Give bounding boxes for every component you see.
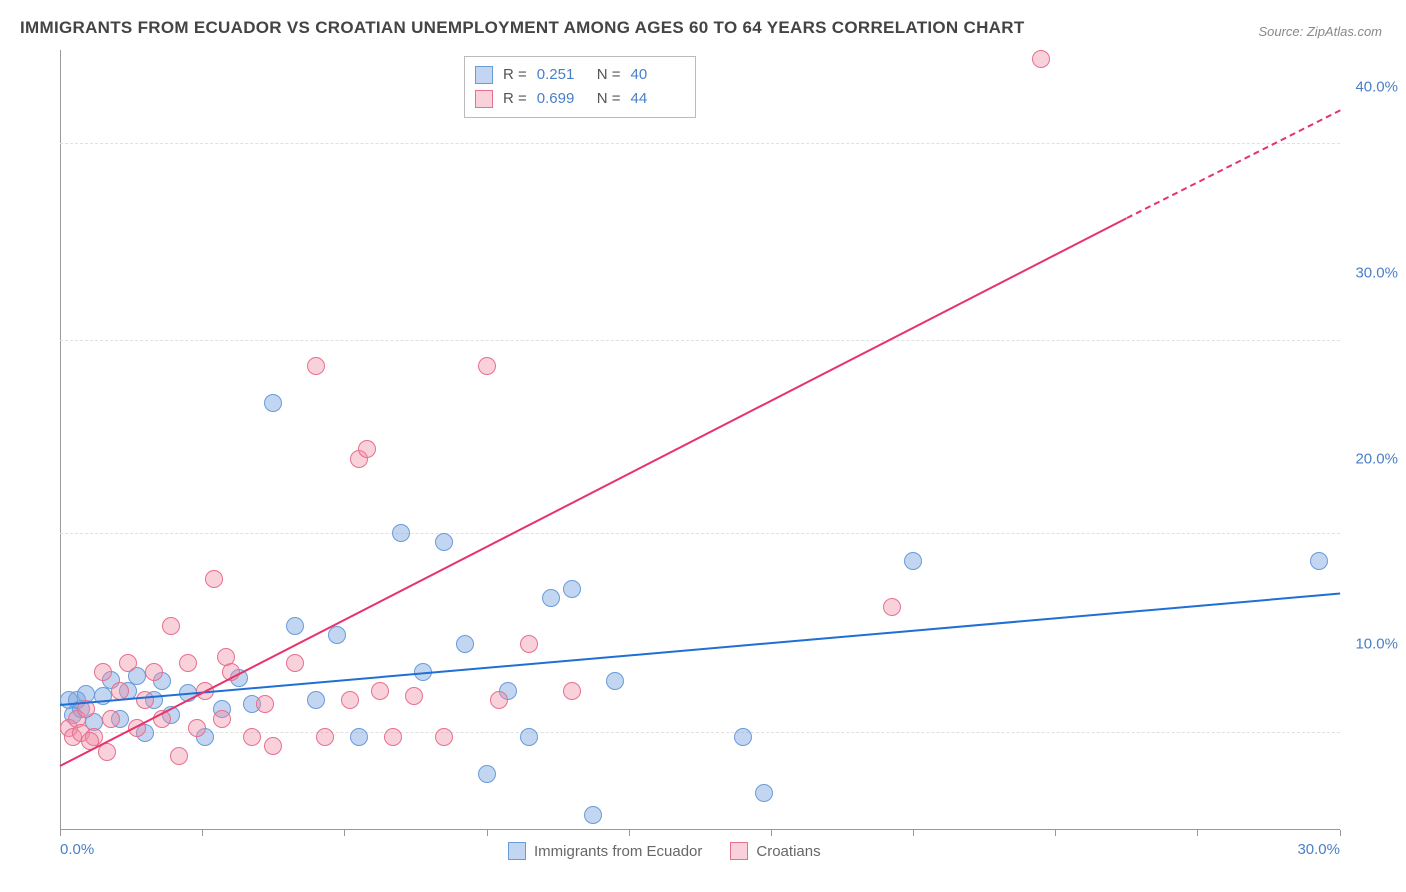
data-point [256, 695, 274, 713]
r-label: R = [503, 87, 527, 111]
data-point [520, 728, 538, 746]
data-point [520, 635, 538, 653]
data-point [563, 682, 581, 700]
data-point [606, 672, 624, 690]
x-tick [344, 830, 345, 836]
data-point [179, 654, 197, 672]
data-point [358, 440, 376, 458]
data-point [264, 394, 282, 412]
y-tick-label: 10.0% [1355, 636, 1398, 653]
data-point [213, 710, 231, 728]
legend-swatch [475, 90, 493, 108]
legend-swatch [730, 842, 748, 860]
x-tick [1055, 830, 1056, 836]
x-tick [771, 830, 772, 836]
data-point [188, 719, 206, 737]
bottom-legend: Immigrants from Ecuador Croatians [508, 842, 821, 860]
gridline-h [60, 340, 1340, 341]
n-value: 44 [631, 87, 681, 111]
data-point [307, 691, 325, 709]
data-point [264, 737, 282, 755]
x-tick [487, 830, 488, 836]
data-point [111, 682, 129, 700]
data-point [490, 691, 508, 709]
data-point [307, 357, 325, 375]
data-point [435, 533, 453, 551]
data-point [350, 728, 368, 746]
r-label: R = [503, 63, 527, 87]
data-point [883, 598, 901, 616]
trend-line [1126, 110, 1340, 219]
y-tick-label: 30.0% [1355, 264, 1398, 281]
data-point [243, 728, 261, 746]
data-point [392, 524, 410, 542]
n-value: 40 [631, 63, 681, 87]
data-point [341, 691, 359, 709]
data-point [405, 687, 423, 705]
data-point [435, 728, 453, 746]
x-tick [60, 830, 61, 836]
legend-item: Croatians [730, 842, 820, 860]
r-value: 0.699 [537, 87, 587, 111]
legend-label: Croatians [756, 843, 820, 860]
legend-label: Immigrants from Ecuador [534, 843, 702, 860]
data-point [734, 728, 752, 746]
data-point [119, 654, 137, 672]
n-label: N = [597, 87, 621, 111]
data-point [162, 617, 180, 635]
stats-legend-box: R = 0.251 N = 40 R = 0.699 N = 44 [464, 56, 696, 118]
legend-swatch [508, 842, 526, 860]
trend-line [60, 217, 1128, 767]
x-tick [629, 830, 630, 836]
data-point [478, 765, 496, 783]
data-point [94, 663, 112, 681]
chart-title: IMMIGRANTS FROM ECUADOR VS CROATIAN UNEM… [20, 18, 1025, 38]
x-tick [1197, 830, 1198, 836]
source-label: Source: ZipAtlas.com [1258, 24, 1382, 39]
x-tick-label: 0.0% [60, 841, 94, 858]
data-point [904, 552, 922, 570]
data-point [286, 654, 304, 672]
data-point [205, 570, 223, 588]
r-value: 0.251 [537, 63, 587, 87]
stats-row: R = 0.699 N = 44 [475, 87, 681, 111]
x-tick [1340, 830, 1341, 836]
data-point [217, 648, 235, 666]
legend-item: Immigrants from Ecuador [508, 842, 702, 860]
data-point [584, 806, 602, 824]
data-point [371, 682, 389, 700]
data-point [456, 635, 474, 653]
data-point [286, 617, 304, 635]
y-tick-label: 20.0% [1355, 450, 1398, 467]
data-point [384, 728, 402, 746]
y-axis [60, 50, 61, 830]
data-point [1310, 552, 1328, 570]
legend-swatch [475, 66, 493, 84]
data-point [755, 784, 773, 802]
data-point [328, 626, 346, 644]
data-point [478, 357, 496, 375]
trend-line [60, 592, 1340, 705]
data-point [136, 691, 154, 709]
gridline-h [60, 143, 1340, 144]
x-tick-label: 30.0% [1297, 841, 1340, 858]
data-point [316, 728, 334, 746]
data-point [170, 747, 188, 765]
x-axis [60, 829, 1340, 830]
data-point [1032, 50, 1050, 68]
n-label: N = [597, 63, 621, 87]
stats-row: R = 0.251 N = 40 [475, 63, 681, 87]
x-tick [202, 830, 203, 836]
plot-area: 10.0%20.0%30.0%40.0%0.0%30.0% [60, 50, 1340, 830]
data-point [563, 580, 581, 598]
x-tick [913, 830, 914, 836]
y-tick-label: 40.0% [1355, 79, 1398, 96]
gridline-h [60, 533, 1340, 534]
data-point [102, 710, 120, 728]
data-point [145, 663, 163, 681]
data-point [542, 589, 560, 607]
